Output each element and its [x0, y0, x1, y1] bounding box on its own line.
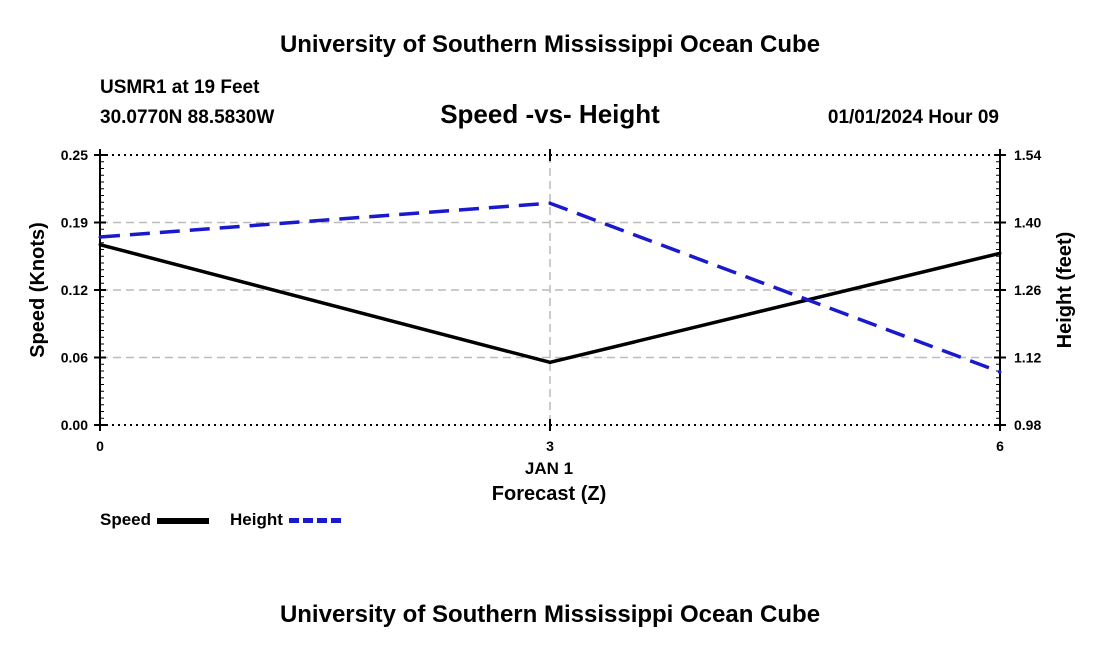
axis-layer: 0.00 0.98 0.06 1.12 0.12 1.26 0.19 1.40 0.25 1.54…	[61, 147, 1042, 454]
y-tick-label: 0.06	[61, 350, 88, 366]
data-point-height	[98, 235, 102, 239]
station-label: USMR1 at 19 Feet	[100, 77, 260, 98]
y2-tick-label: 1.54	[1014, 147, 1041, 163]
y2-tick-label: 1.26	[1014, 282, 1041, 298]
grid-layer	[100, 154, 1000, 425]
page-title: University of Southern Mississippi Ocean…	[279, 31, 821, 58]
data-point-speed	[548, 360, 552, 364]
y2-tick-label: 1.40	[1014, 215, 1041, 231]
legend-height: Height	[230, 510, 341, 530]
x-tick-label: 6	[996, 438, 1004, 454]
x-axis-sublabel: JAN 1	[525, 459, 573, 478]
data-point-speed	[98, 243, 102, 247]
y-tick-label: 0.12	[61, 282, 88, 298]
legend-speed-label: Speed	[100, 510, 152, 529]
location-label: 30.0770N 88.5830W	[100, 107, 275, 128]
y2-axis-label: Height (feet)	[1054, 232, 1076, 349]
y2-tick-label: 0.98	[1014, 417, 1041, 433]
x-tick-label: 0	[96, 438, 104, 454]
datetime-label: 01/01/2024 Hour 09	[827, 107, 999, 128]
series-layer	[98, 201, 1002, 374]
x-axis-label: Forecast (Z)	[492, 483, 606, 505]
y-axis-label: Speed (Knots)	[27, 222, 49, 358]
chart: 0.00 0.98 0.06 1.12 0.12 1.26 0.19 1.40 0.25 1.54…	[27, 147, 1076, 505]
legend-height-label: Height	[230, 510, 283, 529]
y-tick-label: 0.19	[61, 215, 88, 231]
legend-speed: Speed	[100, 510, 209, 530]
chart-title: Speed -vs- Height	[440, 99, 660, 129]
y-tick-label: 0.25	[61, 147, 88, 163]
y-tick-label: 0.00	[61, 417, 88, 433]
data-point-speed	[998, 251, 1002, 255]
x-tick-label: 3	[546, 438, 554, 454]
legend-speed-swatch	[156, 517, 209, 524]
legend-height-swatch	[288, 518, 341, 524]
data-point-height	[548, 201, 552, 205]
y2-tick-label: 1.12	[1014, 350, 1041, 366]
footer-title: University of Southern Mississippi Ocean…	[279, 601, 821, 628]
data-point-height	[998, 370, 1002, 374]
